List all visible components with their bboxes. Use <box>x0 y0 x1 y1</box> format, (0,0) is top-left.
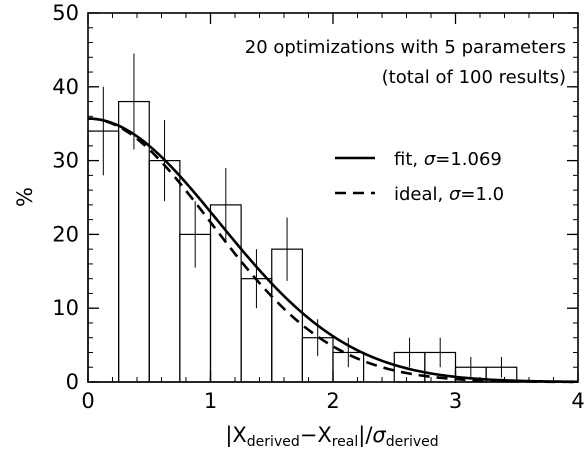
y-tick-label: 10 <box>52 296 79 320</box>
y-tick-label: 0 <box>66 370 79 394</box>
x-axis-label: |Xderived−Xreal|/σderived <box>225 423 438 450</box>
histogram-bars <box>87 100 518 383</box>
axis-ticks <box>87 12 579 383</box>
legend-fit-label: fit, σ=1.069 <box>394 149 502 170</box>
y-tick-label: 20 <box>52 222 79 246</box>
x-tick-label: 1 <box>204 389 217 413</box>
y-tick-label: 50 <box>52 1 79 25</box>
ideal-curve <box>87 117 579 384</box>
y-axis-label: % <box>13 187 37 207</box>
y-tick-label: 40 <box>52 75 79 99</box>
y-tick-label: 30 <box>52 149 79 173</box>
x-tick-label: 2 <box>326 389 339 413</box>
legend-ideal-label: ideal, σ=1.0 <box>394 184 504 205</box>
annotation-line-2: (total of 100 results) <box>382 67 566 88</box>
x-tick-label: 0 <box>81 389 94 413</box>
model-curves <box>87 117 579 384</box>
legend: fit, σ=1.069 ideal, σ=1.0 <box>335 149 504 205</box>
x-tick-label: 4 <box>571 389 584 413</box>
annotation-line-1: 20 optimizations with 5 parameters <box>245 37 566 58</box>
x-tick-label: 3 <box>449 389 462 413</box>
